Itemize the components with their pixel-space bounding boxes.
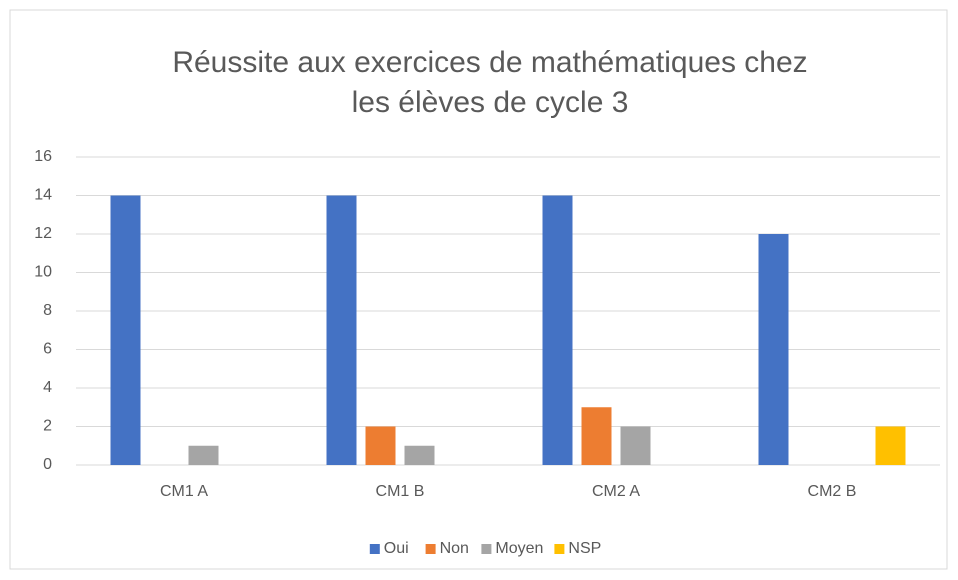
x-tick-label: CM1 A — [160, 483, 208, 500]
y-tick-label: 8 — [43, 302, 52, 319]
bar — [326, 195, 357, 465]
x-tick-label: CM1 B — [376, 483, 425, 500]
y-tick-label: 16 — [34, 148, 52, 165]
y-tick-label: 12 — [34, 225, 52, 242]
legend-label: Non — [440, 540, 469, 557]
legend-swatch — [554, 544, 565, 554]
bar — [404, 445, 435, 465]
legend-label: Moyen — [495, 540, 543, 557]
chart-title: Réussite aux exercices de mathématiques … — [172, 46, 807, 79]
y-tick-label: 10 — [34, 264, 52, 281]
y-tick-label: 6 — [43, 341, 52, 358]
x-tick-label: CM2 A — [592, 483, 640, 500]
legend-swatch — [481, 544, 492, 554]
bar — [875, 426, 906, 465]
legend-label: Oui — [384, 540, 409, 557]
chart-frame — [9, 9, 948, 570]
legend-swatch — [369, 544, 380, 554]
bar — [188, 445, 219, 465]
y-tick-label: 14 — [34, 187, 52, 204]
bar — [110, 195, 141, 465]
bar — [581, 407, 612, 465]
bar — [365, 426, 396, 465]
legend-swatch — [425, 544, 436, 554]
chart-title: les élèves de cycle 3 — [352, 86, 629, 119]
legend-label: NSP — [568, 540, 601, 557]
bar — [542, 195, 573, 465]
y-tick-label: 2 — [43, 418, 52, 435]
y-tick-label: 4 — [43, 379, 52, 396]
y-tick-label: 0 — [43, 456, 52, 473]
bar — [620, 426, 651, 465]
bar — [758, 234, 789, 465]
x-tick-label: CM2 B — [808, 483, 857, 500]
